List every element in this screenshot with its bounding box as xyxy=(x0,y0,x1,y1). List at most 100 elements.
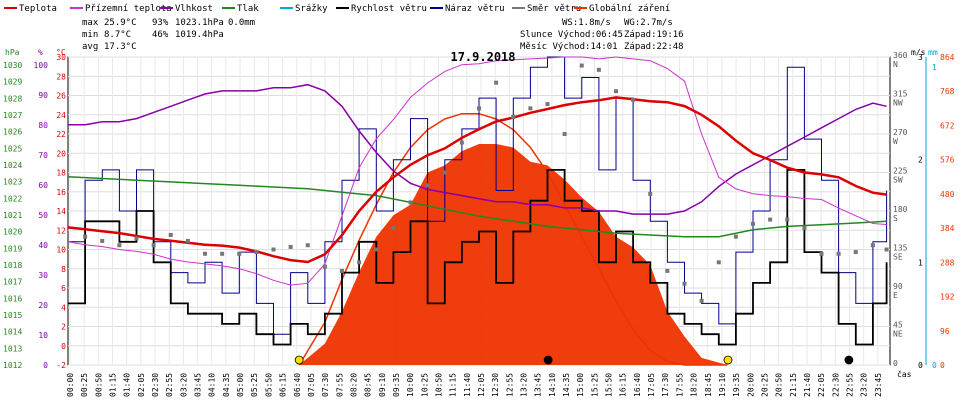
x-tick: 17:05 xyxy=(647,373,656,397)
wind-speed-avg: WS:1.8m/s xyxy=(562,18,611,28)
legend-label: Směr větru xyxy=(527,4,581,14)
stats-block: max 25.9°C 93% 1023.1hPa 0.0mm min 8.7°C… xyxy=(82,18,255,52)
hpa-tick: 1028 xyxy=(3,94,22,103)
x-tick: 01:40 xyxy=(123,373,132,397)
x-tick: 06:15 xyxy=(279,373,288,397)
dir-tick: 90 xyxy=(893,282,903,291)
x-axis: 00:00 00:25 00:50 01:15 01:40 02:05 02:30 02:55… xyxy=(66,373,883,397)
x-tick: 04:10 xyxy=(208,373,217,397)
x-tick: 21:15 xyxy=(789,373,798,397)
wind-direction-point xyxy=(134,236,139,241)
temp-tick: -2 xyxy=(56,361,66,370)
dir-label: NW xyxy=(893,99,903,108)
series-teplota xyxy=(67,96,887,264)
wind-direction-point xyxy=(614,89,618,94)
mm-tick: 1 xyxy=(932,63,937,72)
dir-label: E xyxy=(893,291,898,300)
hpa-tick: 1029 xyxy=(3,78,22,87)
x-tick: 22:30 xyxy=(831,373,840,397)
x-tick: 09:10 xyxy=(378,373,387,397)
stat-avg-label: avg xyxy=(82,42,98,52)
plot-area xyxy=(67,56,891,366)
temp-tick: 18 xyxy=(56,169,66,178)
hpa-tick: 1016 xyxy=(3,294,22,303)
x-tick: 14:35 xyxy=(562,373,571,397)
stat-min-press: 1019.4hPa xyxy=(175,30,224,40)
wind-info: WS:1.8m/s WG:2.7m/s xyxy=(562,18,673,28)
temp-tick: 14 xyxy=(56,207,66,216)
wind-gust-avg: WG:2.7m/s xyxy=(624,18,673,28)
series-layer xyxy=(67,56,888,346)
wind-direction-point xyxy=(203,251,207,256)
pct-tick: 90 xyxy=(38,91,48,100)
hpa-tick: 1012 xyxy=(3,361,22,370)
series-p-zemn-teplota xyxy=(67,56,887,286)
wind-direction-point xyxy=(477,106,481,111)
mm-tick: 0 xyxy=(932,361,937,370)
series-rychlost-v-tru xyxy=(68,169,888,346)
legend-label: Srážky xyxy=(295,4,328,14)
hpa-tick: 1018 xyxy=(3,261,22,270)
wind-direction-point xyxy=(425,183,430,188)
wind-direction-point xyxy=(751,221,755,226)
rad-tick: 768 xyxy=(940,87,955,96)
pct-tick: 40 xyxy=(38,241,48,250)
sunset-marker xyxy=(723,355,733,365)
x-tick: 18:20 xyxy=(690,373,699,397)
dir-tick: 315 xyxy=(893,90,908,99)
wind-direction-point xyxy=(459,140,464,145)
wind-direction-point xyxy=(682,281,687,286)
x-tick: 10:25 xyxy=(420,373,429,397)
x-tick: 20:00 xyxy=(746,373,755,397)
x-tick: 15:50 xyxy=(605,373,614,397)
x-tick: 02:55 xyxy=(165,373,174,397)
hpa-tick: 1014 xyxy=(3,328,22,337)
moonset-marker xyxy=(844,355,854,365)
temp-tick: 16 xyxy=(56,188,66,197)
x-tick: 23:45 xyxy=(874,373,883,397)
hpa-tick: 1017 xyxy=(3,278,22,287)
x-tick: 12:55 xyxy=(505,373,514,397)
x-tick: 19:10 xyxy=(718,373,727,397)
x-tick: 17:30 xyxy=(661,373,670,397)
x-tick: 18:45 xyxy=(704,373,713,397)
wind-direction-point xyxy=(237,251,242,256)
x-tick: 15:00 xyxy=(576,373,585,397)
wind-direction-point xyxy=(699,298,704,303)
x-tick: 14:10 xyxy=(548,373,557,397)
dir-tick: 225 xyxy=(893,167,908,176)
pct-tick: 60 xyxy=(38,181,48,190)
hpa-tick: 1020 xyxy=(3,228,22,237)
wind-direction-point xyxy=(288,244,293,249)
x-tick: 03:20 xyxy=(179,373,188,397)
x-tick: 19:35 xyxy=(732,373,741,397)
x-tick: 04:35 xyxy=(222,373,231,397)
pct-unit: % xyxy=(38,48,43,57)
x-tick: 02:05 xyxy=(137,373,146,397)
wind-direction-point xyxy=(83,234,88,239)
wind-direction-point xyxy=(545,102,550,107)
temp-tick: 24 xyxy=(56,111,66,120)
legend-label: Náraz větru xyxy=(445,4,505,14)
series-tlak xyxy=(67,176,887,238)
rad-tick: 96 xyxy=(940,327,950,336)
x-tick: 05:00 xyxy=(236,373,245,397)
ms-tick: 0 xyxy=(918,361,923,370)
legend-label: Globální záření xyxy=(589,4,670,14)
stat-max-press: 1023.1hPa xyxy=(175,18,224,28)
x-tick: 20:25 xyxy=(760,373,769,397)
hpa-tick: 1021 xyxy=(3,211,22,220)
wind-direction-point xyxy=(168,232,173,237)
x-tick: 05:50 xyxy=(264,373,273,397)
temp-tick: 22 xyxy=(56,130,66,139)
rad-tick: 0 xyxy=(940,361,945,370)
wind-direction-point xyxy=(151,243,156,248)
x-tick: 07:30 xyxy=(321,373,330,397)
x-tick: 03:45 xyxy=(194,373,203,397)
dir-tick: 45 xyxy=(893,321,903,330)
sun-moon-info: Slunce Východ:06:45 Západ:19:16 Měsíc Vý… xyxy=(520,30,684,52)
hpa-tick: 1023 xyxy=(3,178,22,187)
x-tick: 11:40 xyxy=(463,373,472,397)
pct-tick: 50 xyxy=(38,211,48,220)
